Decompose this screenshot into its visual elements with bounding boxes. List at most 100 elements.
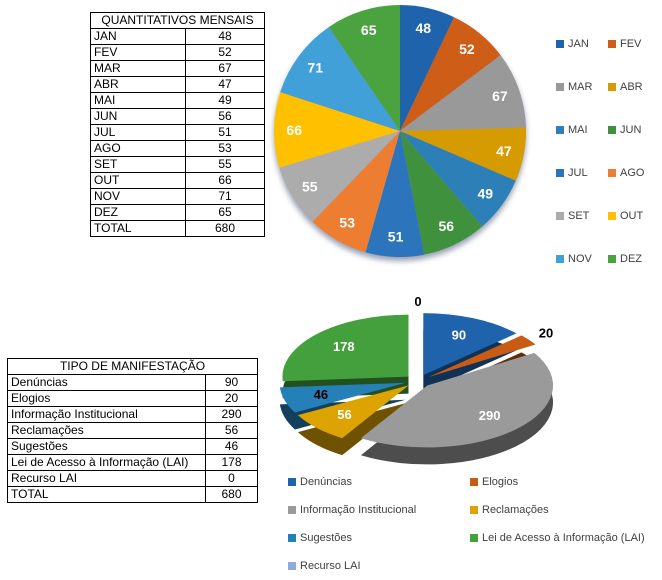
- data-label: 56: [439, 218, 455, 234]
- legend-label: Informação Institucional: [300, 504, 417, 516]
- row-value-cell: 290: [205, 406, 258, 423]
- row-value-cell: 53: [185, 140, 265, 157]
- legend-item: OUT: [608, 210, 662, 222]
- row-label-cell: JUL: [90, 124, 186, 141]
- pie-slice-0: [423, 313, 517, 376]
- legend-label: ABR: [620, 80, 643, 93]
- data-label: 0: [414, 294, 421, 309]
- pie-slice-abr: [400, 127, 527, 181]
- row-label-cell: FEV: [90, 44, 186, 61]
- monthly-table-title: QUANTITATIVOS MENSAIS: [90, 12, 265, 29]
- row-label-cell: OUT: [90, 172, 186, 189]
- table-row: Reclamações 56: [7, 422, 258, 439]
- legend-label: OUT: [620, 209, 644, 222]
- monthly-table-grid: QUANTITATIVOS MENSAIS JAN 48 FEV 52 MAR 67 ABR 4…: [90, 12, 265, 237]
- pie-slice-mai: [400, 131, 516, 227]
- legend-label: Recurso LAI: [300, 560, 361, 572]
- legend-swatch-icon: [288, 562, 296, 570]
- row-label-cell: MAR: [90, 60, 186, 77]
- data-label: 55: [302, 178, 318, 194]
- row-value-cell: 680: [185, 220, 265, 237]
- row-value-cell: 47: [185, 76, 265, 93]
- legend-swatch-icon: [608, 125, 616, 134]
- data-label: 49: [478, 186, 494, 202]
- legend-item: Elogios: [470, 476, 658, 488]
- table-row: Denúncias 90: [7, 374, 258, 391]
- row-label-cell: TOTAL: [7, 486, 206, 503]
- row-value-cell: 90: [205, 374, 258, 391]
- row-value-cell: 680: [205, 486, 258, 503]
- row-value-cell: 49: [185, 92, 265, 109]
- data-label: 178: [333, 339, 355, 354]
- monthly-pie-chart: 48 52 67 47 49 56 51 53 55 66 71 65: [274, 4, 527, 257]
- pie-slice-dez: [328, 5, 400, 131]
- table-row: Informação Institucional 290: [7, 406, 258, 423]
- legend-label: JUL: [568, 166, 588, 179]
- legend-label: Sugestões: [300, 532, 352, 544]
- table-row: JUN 56: [90, 108, 265, 125]
- legend-label: NOV: [568, 252, 592, 265]
- table-row: TOTAL 680: [7, 486, 258, 503]
- legend-item: JUN: [608, 124, 662, 136]
- data-label: 48: [416, 20, 432, 36]
- row-value-cell: 20: [205, 390, 258, 407]
- row-value-cell: 178: [205, 454, 258, 471]
- row-value-cell: 0: [205, 470, 258, 487]
- row-label-cell: Recurso LAI: [7, 470, 206, 487]
- row-label-cell: TOTAL: [90, 220, 186, 237]
- legend-label: MAI: [568, 123, 588, 136]
- legend-swatch-icon: [288, 534, 296, 542]
- manifestation-table: TIPO DE MANIFESTAÇÃO Denúncias 90 Elogios 20…: [7, 358, 258, 503]
- table-row: Sugestões 46: [7, 438, 258, 455]
- row-label-cell: JUN: [90, 108, 186, 125]
- manifestation-table-title: TIPO DE MANIFESTAÇÃO: [7, 358, 258, 375]
- data-label: 90: [452, 327, 466, 342]
- data-label: 46: [314, 387, 328, 402]
- row-label-cell: Lei de Acesso à Informação (LAI): [7, 454, 206, 471]
- legend-item: Denúncias: [288, 476, 470, 488]
- pie-slice-2: [360, 352, 554, 448]
- legend-label: Lei de Acesso à Informação (LAI): [482, 532, 645, 544]
- table-row: Lei de Acesso à Informação (LAI) 178: [7, 454, 258, 471]
- pie-slice-ago: [312, 131, 400, 253]
- data-label: 20: [539, 325, 553, 340]
- row-value-cell: 56: [205, 422, 258, 439]
- data-label: 56: [337, 407, 351, 422]
- pie-slice-1: [428, 335, 536, 378]
- table-row: FEV 52: [90, 44, 265, 61]
- legend-swatch-icon: [608, 82, 616, 91]
- legend-label: MAR: [568, 80, 593, 93]
- row-label-cell: Informação Institucional: [7, 406, 206, 423]
- table-row: JUL 51: [90, 124, 265, 141]
- pie-slice-jun: [400, 131, 483, 255]
- row-value-cell: 48: [185, 28, 265, 45]
- data-label: 71: [307, 60, 323, 76]
- pie-slice-jan: [400, 4, 455, 131]
- legend-item: MAI: [556, 124, 608, 136]
- data-label: 53: [339, 215, 355, 231]
- legend-item: AGO: [608, 167, 662, 179]
- legend-label: JAN: [568, 37, 589, 50]
- pie-slice-set: [279, 131, 400, 222]
- legend-swatch-icon: [470, 506, 478, 514]
- legend-item: SET: [556, 210, 608, 222]
- row-label-cell: Denúncias: [7, 374, 206, 391]
- legend-item: Reclamações: [470, 504, 658, 516]
- legend-swatch-icon: [556, 39, 564, 48]
- legend-label: Reclamações: [482, 504, 549, 516]
- legend-swatch-icon: [288, 478, 296, 486]
- row-value-cell: 51: [185, 124, 265, 141]
- data-label: 290: [479, 408, 501, 423]
- row-value-cell: 65: [185, 204, 265, 221]
- manifestation-table-grid: TIPO DE MANIFESTAÇÃO Denúncias 90 Elogios 20…: [7, 358, 258, 503]
- legend-swatch-icon: [608, 168, 616, 177]
- row-value-cell: 55: [185, 156, 265, 173]
- row-label-cell: Sugestões: [7, 438, 206, 455]
- legend-item: Sugestões: [288, 532, 470, 544]
- pie-slice-4: [279, 382, 406, 413]
- legend-swatch-icon: [556, 211, 564, 220]
- table-row: JAN 48: [90, 28, 265, 45]
- table-row: Elogios 20: [7, 390, 258, 407]
- legend-label: AGO: [620, 166, 645, 179]
